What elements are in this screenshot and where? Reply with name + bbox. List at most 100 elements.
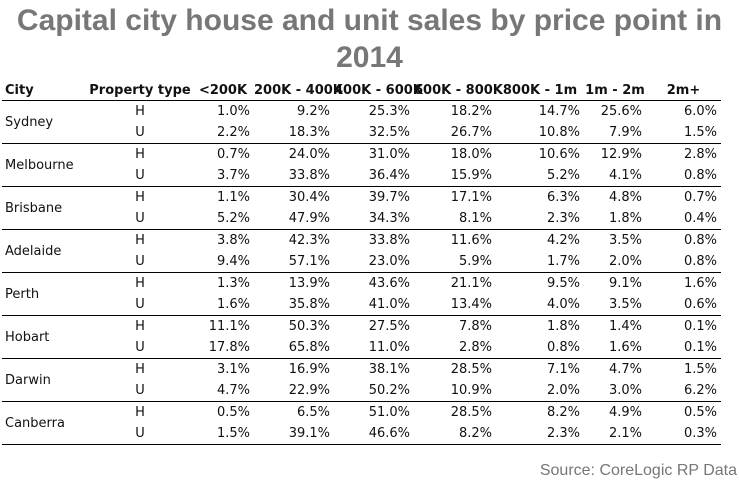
share-value-cell: 0.1% [646,337,721,359]
share-value-cell: 50.3% [288,319,330,334]
share-value-cell: 6.3% [546,190,580,205]
share-value-cell: 24.0% [288,147,330,162]
share-value-cell: 39.7% [368,190,410,205]
share-value-cell: 0.8% [646,251,721,273]
share-value-cell: 0.6% [646,294,721,316]
share-value-cell: 4.9% [608,405,642,420]
table-row: U 9.4% 57.1% 23.0% 5.9% 1.7% 2.0% 0.8% [2,251,721,273]
share-value-cell: 6.2% [646,380,721,402]
share-value-cell: 33.8% [368,233,410,248]
column-header-400k-600k: 400K - 600K [334,80,423,101]
share-value-cell: 3.5% [608,233,642,248]
property-type-cell: H [135,233,145,248]
table-row: U 3.7% 33.8% 36.4% 15.9% 5.2% 4.1% 0.8% [2,165,721,187]
share-value-cell: 2.1% [584,423,646,445]
share-value-cell: 17.8% [192,337,254,359]
share-value-cell: 43.6% [368,276,410,291]
property-type-cell: H [135,276,145,291]
city-name-cell: Darwin [2,358,88,402]
property-type-cell: U [88,380,192,402]
share-value-cell: 9.5% [546,276,580,291]
table-row: U 2.2% 18.3% 32.5% 26.7% 10.8% 7.9% 1.5% [2,122,721,144]
share-value-cell: 0.7% [683,190,717,205]
share-value-cell: 2.3% [496,423,584,445]
column-header-property-type: Property type [88,80,192,101]
property-type-cell: H [135,362,145,377]
share-value-cell: 28.5% [450,362,492,377]
share-value-cell: 1.8% [546,319,580,334]
share-value-cell: 2.3% [496,208,584,230]
table-row: U 4.7% 22.9% 50.2% 10.9% 2.0% 3.0% 6.2% [2,380,721,402]
share-value-cell: 0.1% [683,319,717,334]
table-row: U 17.8% 65.8% 11.0% 2.8% 0.8% 1.6% 0.1% [2,337,721,359]
share-value-cell: 0.5% [683,405,717,420]
share-value-cell: 14.7% [538,104,580,119]
share-value-cell: 6.0% [683,104,717,119]
share-value-cell: 28.5% [450,405,492,420]
share-value-cell: 1.6% [683,276,717,291]
city-name-cell: Adelaide [2,229,88,273]
share-value-cell: 2.8% [414,337,496,359]
share-value-cell: 4.8% [608,190,642,205]
share-value-cell: 4.1% [584,165,646,187]
column-header-600k-800k: 600K - 800K [414,80,503,101]
share-value-cell: 25.6% [600,104,642,119]
share-value-cell: 2.8% [683,147,717,162]
share-value-cell: 8.1% [414,208,496,230]
property-type-cell: H [135,104,145,119]
share-value-cell: 11.6% [450,233,492,248]
share-value-cell: 13.9% [288,276,330,291]
share-value-cell: 34.3% [334,208,414,230]
share-value-cell: 41.0% [334,294,414,316]
share-value-cell: 21.1% [450,276,492,291]
share-value-cell: 4.0% [496,294,584,316]
share-value-cell: 0.8% [683,233,717,248]
share-value-cell: 16.9% [288,362,330,377]
share-value-cell: 15.9% [414,165,496,187]
property-type-cell: U [88,337,192,359]
property-type-cell: U [88,423,192,445]
share-value-cell: 9.2% [296,104,330,119]
share-value-cell: 6.5% [296,405,330,420]
city-name-cell: Canberra [2,401,88,445]
table-row: Darwin H 3.1% 16.9% 38.1% 28.5% 7.1% 4.7% 1.5% [2,358,721,402]
table-row: Brisbane H 1.1% 30.4% 39.7% 17.1% 6.3% 4.8% 0.7% [2,186,721,230]
share-value-cell: 7.9% [584,122,646,144]
property-type-cell: H [135,147,145,162]
share-value-cell: 38.1% [368,362,410,377]
share-value-cell: 22.9% [254,380,334,402]
property-type-cell: U [88,208,192,230]
header-row: City Property type <200K 200K - 400K 400… [2,80,721,101]
table-row: U 5.2% 47.9% 34.3% 8.1% 2.3% 1.8% 0.4% [2,208,721,230]
property-type-cell: H [135,319,145,334]
share-value-cell: 47.9% [254,208,334,230]
column-header-200k-400k: 200K - 400K [254,80,343,101]
share-value-cell: 9.1% [608,276,642,291]
share-value-cell: 65.8% [254,337,334,359]
share-value-cell: 26.7% [414,122,496,144]
share-value-cell: 9.4% [192,251,254,273]
share-value-cell: 12.9% [600,147,642,162]
share-value-cell: 5.2% [496,165,584,187]
share-value-cell: 10.8% [496,122,584,144]
share-value-cell: 1.4% [608,319,642,334]
share-value-cell: 0.7% [216,147,250,162]
sales-table: City Property type <200K 200K - 400K 400… [2,80,721,445]
column-header-1m-2m: 1m - 2m [584,80,646,101]
table-row: U 1.6% 35.8% 41.0% 13.4% 4.0% 3.5% 0.6% [2,294,721,316]
property-type-cell: U [88,122,192,144]
table-row: Hobart H 11.1% 50.3% 27.5% 7.8% 1.8% 1.4% 0.1% [2,315,721,359]
share-value-cell: 4.2% [546,233,580,248]
share-value-cell: 7.8% [458,319,492,334]
property-type-cell: U [88,294,192,316]
share-value-cell: 7.1% [546,362,580,377]
table-row: Canberra H 0.5% 6.5% 51.0% 28.5% 8.2% 4.9% 0.5% [2,401,721,445]
share-value-cell: 13.4% [414,294,496,316]
share-value-cell: 50.2% [334,380,414,402]
city-name-cell: Brisbane [2,186,88,230]
city-name-cell: Melbourne [2,143,88,187]
share-value-cell: 51.0% [368,405,410,420]
table-row: U 1.5% 39.1% 46.6% 8.2% 2.3% 2.1% 0.3% [2,423,721,445]
share-value-cell: 0.5% [216,405,250,420]
table-row: Melbourne H 0.7% 24.0% 31.0% 18.0% 10.6% 12.9% 2… [2,143,721,187]
